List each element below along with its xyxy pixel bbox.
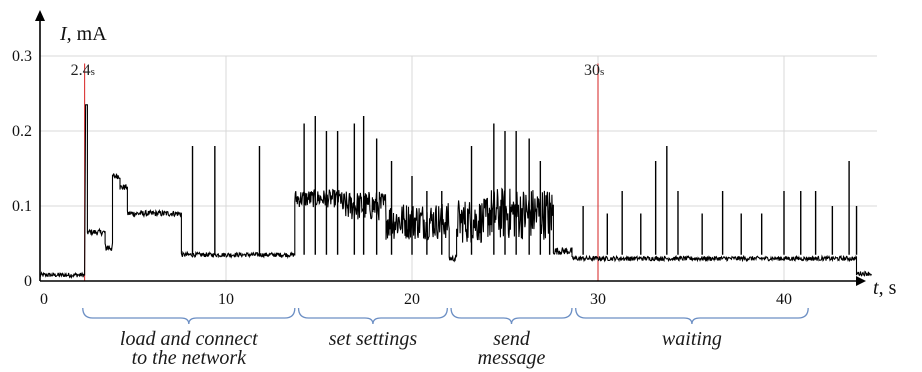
signal-trace [39,104,872,280]
plot-area [39,104,872,280]
phase-label: waiting [662,328,722,350]
phase-label: load and connect [120,328,258,350]
y-axis-label: I, mA [59,23,107,45]
y-tick-label: 0.1 [12,198,32,215]
x-tick-label: 20 [404,291,420,308]
y-tick-label: 0.2 [12,123,32,140]
y-tick-label: 0 [24,273,32,290]
x-tick-label: 10 [218,291,234,308]
axes [35,10,866,286]
phase-brace [297,307,448,325]
phase-brace [82,307,296,325]
y-axis-arrow [35,10,45,21]
x-tick-label: 0 [40,291,48,308]
phase-brace [575,307,809,325]
phase-label: send [493,328,531,350]
phase-brace [450,307,573,325]
x-tick-label: 40 [776,291,792,308]
phase-label: set settings [329,328,418,350]
y-tick-label: 0.3 [12,48,32,65]
phase-label: to the network [132,347,248,369]
time-marker-label: 2.4s [71,62,95,79]
grid [40,55,877,281]
tick-labels: 0 10 20 30 40 0 0.1 0.2 0.3 [12,48,792,308]
time-markers: 2.4s 30s [71,62,604,281]
x-axis-label: t, s [873,277,897,299]
phase-label: message [478,347,546,369]
time-marker-label: 30s [584,62,604,79]
x-tick-label: 30 [590,291,606,308]
x-axis-arrow [856,276,866,286]
